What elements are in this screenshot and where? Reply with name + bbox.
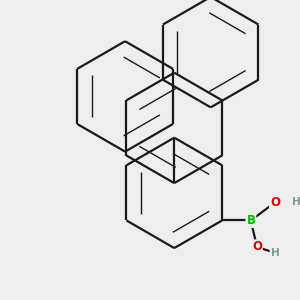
- Text: H: H: [292, 197, 300, 208]
- Text: O: O: [252, 240, 262, 254]
- Text: O: O: [270, 196, 280, 209]
- Text: H: H: [271, 248, 279, 258]
- Text: B: B: [246, 214, 255, 227]
